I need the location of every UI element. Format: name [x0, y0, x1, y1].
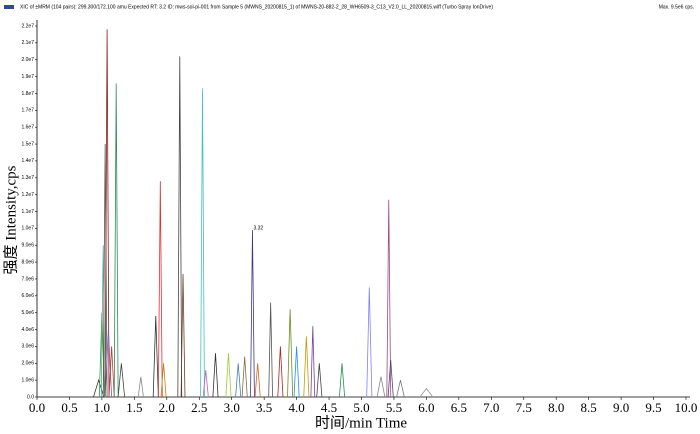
peak-trace [152, 316, 159, 398]
y-tick-label: 2.0e6 [21, 361, 34, 367]
peak-trace [137, 376, 144, 398]
y-tick-label: 1.9e7 [21, 74, 34, 80]
x-axis-label: 时间/min Time [315, 414, 407, 431]
x-tick-label: 1.5 [126, 400, 142, 415]
y-tick-label: 2.0e7 [21, 57, 34, 63]
peak-trace [277, 346, 284, 398]
peak-trace [316, 363, 323, 398]
x-tick-label: 2.0 [159, 400, 175, 415]
peak-trace [157, 181, 163, 398]
x-tick-label: 9.0 [613, 400, 629, 415]
chart-subtitle: Max. 9.5e6 cps. [659, 4, 694, 10]
x-tick-label: 6.0 [418, 400, 434, 415]
peak-trace [160, 363, 167, 398]
peak-trace [100, 245, 106, 398]
y-tick-label: 4.0e6 [21, 327, 34, 333]
header-icon [4, 5, 14, 9]
peak-trace [225, 353, 232, 398]
x-tick-label: 7.5 [516, 400, 532, 415]
y-tick-label: 1.0e7 [21, 226, 34, 232]
peak-trace [386, 199, 392, 398]
peak-trace [113, 83, 119, 398]
peak-trace [212, 353, 219, 398]
peak-annotation: 3.32 [253, 225, 263, 231]
chart-title: XIC of ±MRM (104 pairs): 299.300/172.100… [20, 4, 493, 10]
peak-trace [202, 369, 209, 398]
peak-trace [200, 88, 205, 398]
peak-trace [293, 346, 300, 398]
peak-trace [339, 363, 346, 398]
x-tick-label: 4.5 [321, 400, 337, 415]
y-tick-label: 1.5e7 [21, 141, 34, 147]
y-tick-label: 1.8e7 [21, 91, 34, 97]
peak-trace [93, 378, 105, 398]
x-tick-label: 8.0 [548, 400, 564, 415]
x-tick-label: 5.0 [353, 400, 369, 415]
x-tick-label: 3.5 [256, 400, 272, 415]
y-tick-label: 1.6e7 [21, 125, 34, 131]
peak-trace [104, 29, 110, 398]
y-tick-label: 1.7e7 [21, 108, 34, 114]
peak-trace [241, 356, 248, 398]
peak-trace [419, 387, 434, 398]
x-tick-label: 5.5 [386, 400, 402, 415]
peak-trace [387, 359, 394, 398]
peak-trace [310, 326, 316, 398]
y-tick-label: 3.0e6 [21, 344, 34, 350]
y-tick-label: 7.0e6 [21, 276, 34, 282]
y-tick-label: 1.1e7 [21, 209, 34, 215]
peak-trace [180, 273, 186, 398]
y-tick-label: 1.0e6 [21, 377, 34, 383]
y-tick-label: 0.0 [27, 394, 34, 400]
x-tick-label: 4.0 [288, 400, 304, 415]
peak-trace [102, 144, 108, 398]
y-tick-label: 6.0e6 [21, 293, 34, 299]
y-tick-label: 1.4e7 [21, 158, 34, 164]
y-tick-label: 5.0e6 [21, 310, 34, 316]
x-tick-label: 8.5 [581, 400, 597, 415]
peak-trace [235, 363, 242, 398]
y-tick-label: 2.1e7 [21, 40, 34, 46]
x-tick-label: 9.5 [645, 400, 661, 415]
peak-trace [108, 346, 115, 398]
peak-trace [117, 363, 126, 398]
y-tick-label: 8.0e6 [21, 259, 34, 265]
y-tick-label: 1.3e7 [21, 175, 34, 181]
x-tick-label: 1.0 [94, 400, 110, 415]
x-tick-label: 2.5 [191, 400, 207, 415]
y-tick-label: 1.2e7 [21, 192, 34, 198]
x-tick-label: 0.5 [61, 400, 77, 415]
x-tick-label: 6.5 [451, 400, 467, 415]
x-tick-label: 0.0 [29, 400, 45, 415]
peak-trace [303, 336, 310, 398]
peak-trace [254, 363, 261, 398]
y-tick-label: 2.2e7 [21, 23, 34, 29]
y-axis-label: 强度 Intensity,cps [2, 165, 19, 274]
peak-trace [396, 380, 405, 398]
peak-trace [366, 287, 373, 398]
peak-trace [177, 56, 183, 398]
x-tick-label: 10.0 [675, 400, 698, 415]
y-tick-label: 9.0e6 [21, 243, 34, 249]
x-tick-label: 3.0 [224, 400, 240, 415]
peak-trace [376, 376, 386, 398]
peak-trace [287, 309, 294, 398]
peak-trace [268, 302, 273, 398]
peak-trace [250, 230, 255, 398]
x-tick-label: 7.0 [483, 400, 499, 415]
